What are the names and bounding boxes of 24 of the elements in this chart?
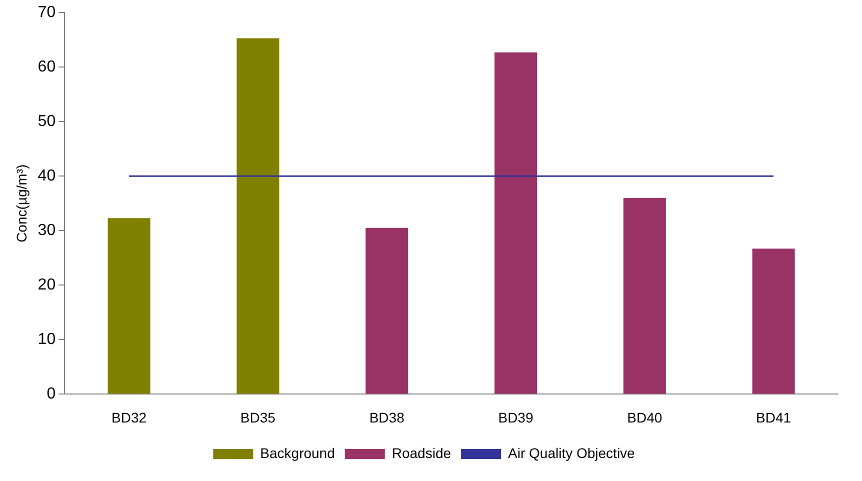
legend-label: Background <box>260 444 335 461</box>
y-tick-label: 60 <box>38 58 56 76</box>
legend-label: Roadside <box>392 444 452 461</box>
y-tick-label: 50 <box>38 113 56 130</box>
bar <box>236 38 280 394</box>
bar <box>366 228 408 394</box>
bar <box>623 198 666 394</box>
bar <box>108 218 150 394</box>
y-tick-label: 70 <box>38 4 56 22</box>
x-tick-label: BD38 <box>369 409 405 426</box>
y-tick-label: 10 <box>38 331 56 348</box>
x-tick-label: BD40 <box>627 409 662 426</box>
y-tick-label: 30 <box>38 222 56 240</box>
x-tick-label: BD41 <box>756 409 792 426</box>
y-tick-label: 20 <box>38 276 56 294</box>
y-tick-label: 40 <box>38 168 56 185</box>
x-tick-label: BD39 <box>498 409 534 426</box>
x-tick-label: BD32 <box>112 409 147 426</box>
bar <box>494 52 538 394</box>
bar <box>752 248 795 394</box>
x-tick-label: BD35 <box>240 409 276 426</box>
y-axis-title: Conc(µg/m³) <box>13 164 30 242</box>
y-tick-label: 0 <box>46 386 56 403</box>
legend-label: Air Quality Objective <box>508 444 636 461</box>
